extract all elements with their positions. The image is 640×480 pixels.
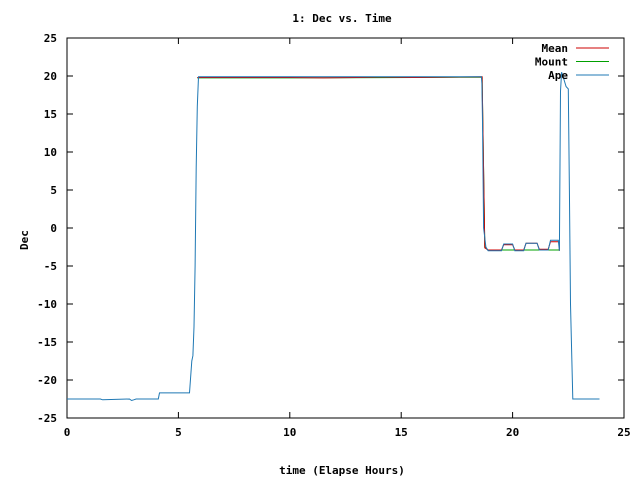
x-tick-label: 10: [283, 426, 296, 439]
series-layer: [67, 72, 600, 402]
series-line-mean: [197, 76, 560, 251]
y-axis-label: Dec: [18, 230, 31, 250]
y-tick-label: -10: [37, 298, 57, 311]
legend-label-mean: Mean: [542, 42, 569, 55]
x-axis-label: time (Elapse Hours): [279, 464, 405, 477]
x-tick-label: 25: [617, 426, 630, 439]
y-tick-label: 5: [50, 184, 57, 197]
y-tick-label: 25: [44, 32, 57, 45]
axes: 0 5 10 15 20 25 -25 -20 -15 -10 -5 0 5 10 15 20 25: [37, 32, 631, 439]
y-tick-label: 20: [44, 70, 57, 83]
x-tick-label: 20: [506, 426, 519, 439]
x-tick-label: 5: [175, 426, 182, 439]
series-line-mount: [197, 76, 560, 251]
y-tick-label: -20: [37, 374, 57, 387]
x-tick-label: 0: [64, 426, 71, 439]
legend-label-mount: Mount: [535, 56, 568, 69]
y-tick-label: 10: [44, 146, 57, 159]
series-line-ape: [67, 72, 600, 402]
plot-frame: [66, 37, 625, 419]
x-tick-label: 15: [395, 426, 408, 439]
y-tick-label: -5: [44, 260, 57, 273]
legend-label-ape: Ape: [548, 69, 568, 82]
y-tick-label: 0: [50, 222, 57, 235]
y-tick-label: -25: [37, 412, 57, 425]
y-tick-label: -15: [37, 336, 57, 349]
chart-title: 1: Dec vs. Time: [292, 12, 392, 25]
y-tick-label: 15: [44, 108, 57, 121]
